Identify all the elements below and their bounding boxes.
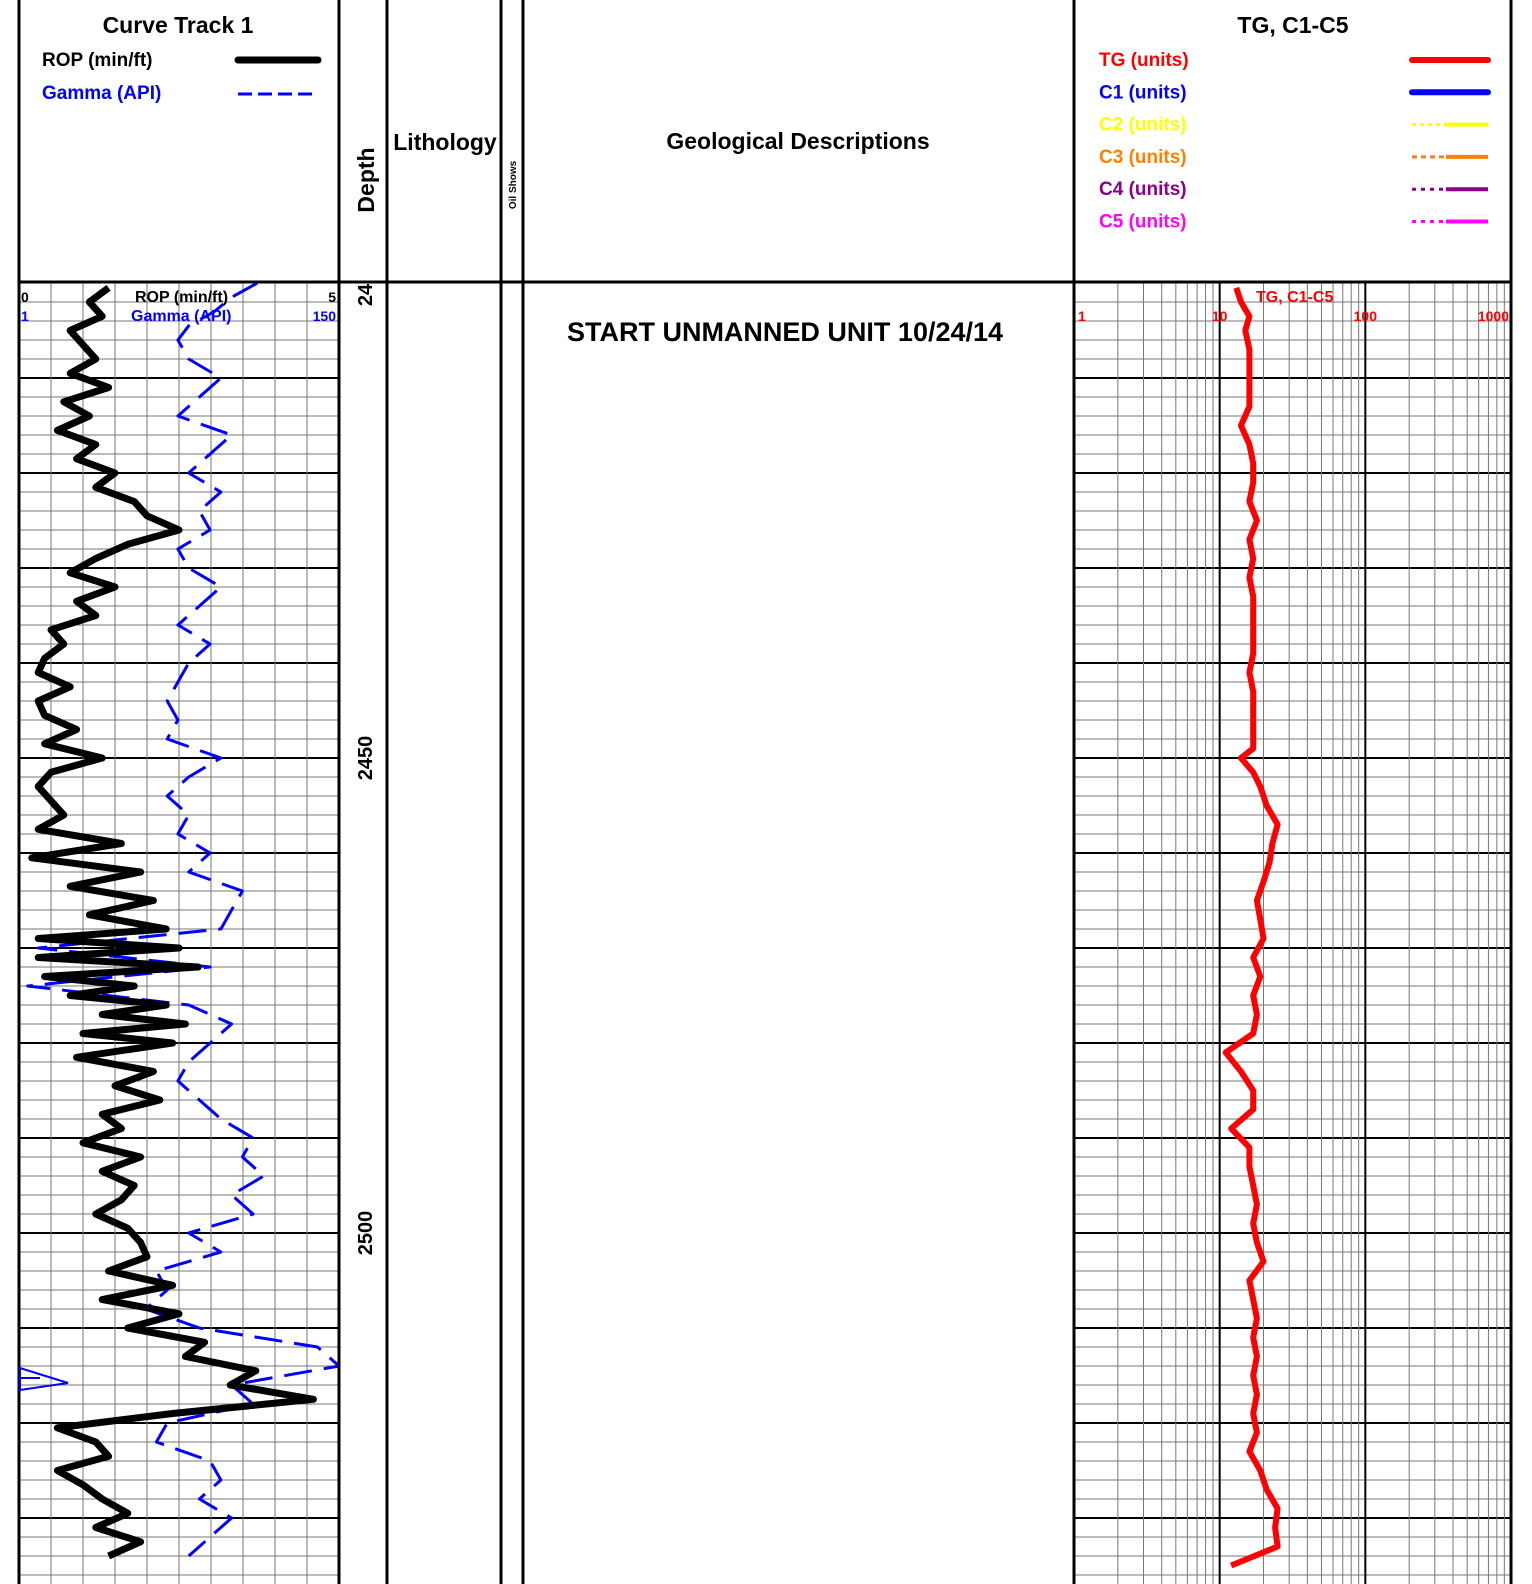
- gas-legend-label: C2 (units): [1099, 115, 1187, 136]
- curve-track-title: Curve Track 1: [103, 12, 254, 38]
- gamma-series-line: [26, 281, 341, 1558]
- gas-scale-tick: 10: [1212, 308, 1228, 324]
- tg-series-line: [1222, 286, 1281, 1569]
- depth-label: 24: [355, 283, 377, 306]
- depth-header: Depth: [353, 147, 379, 212]
- gas-scale-tick: 1000: [1478, 308, 1509, 324]
- oil-shows-header: Oil Shows: [508, 160, 519, 209]
- gas-legend-label: C4 (units): [1099, 179, 1187, 200]
- gamma-scale-label: Gamma (API): [131, 308, 231, 325]
- curve-layer: [26, 281, 1281, 1569]
- geological-description-text: START UNMANNED UNIT 10/24/14: [567, 317, 1003, 347]
- gas-legend-label: C1 (units): [1099, 82, 1187, 103]
- gamma-scale-max: 150: [313, 308, 337, 324]
- gas-legend-label: C3 (units): [1099, 147, 1187, 168]
- gas-legend: TG (units) C1 (units) C2 (units) C3 (units)…: [1099, 50, 1491, 233]
- rop-scale-label: ROP (min/ft): [135, 289, 228, 306]
- gas-track-title: TG, C1-C5: [1237, 12, 1348, 38]
- gas-scale-label: TG, C1-C5: [1256, 289, 1333, 306]
- rop-scale-min: 0: [21, 289, 29, 305]
- grid-layer: [19, 283, 1511, 1584]
- rop-legend-label: ROP (min/ft): [42, 50, 152, 71]
- geological-descriptions-header: Geological Descriptions: [666, 128, 929, 154]
- lithology-header: Lithology: [393, 129, 497, 155]
- depth-label: 2500: [355, 1211, 377, 1256]
- gamma-marker-icon: [19, 1366, 69, 1392]
- frame-layer: [17, 0, 1513, 1584]
- rop-series-line: [28, 284, 317, 1560]
- gas-scale-ticks: 1 10 100 1000: [1078, 308, 1509, 324]
- gamma-legend-label: Gamma (API): [42, 83, 161, 104]
- depth-labels: 24 2450 2500: [355, 283, 377, 1255]
- gas-legend-label: TG (units): [1099, 50, 1189, 71]
- rop-scale-max: 5: [328, 289, 336, 305]
- gas-legend-label: C5 (units): [1099, 212, 1187, 233]
- gas-scale-tick: 100: [1354, 308, 1378, 324]
- gamma-scale-min: 1: [21, 308, 29, 324]
- gas-scale-tick: 1: [1078, 308, 1086, 324]
- depth-label: 2450: [355, 736, 377, 781]
